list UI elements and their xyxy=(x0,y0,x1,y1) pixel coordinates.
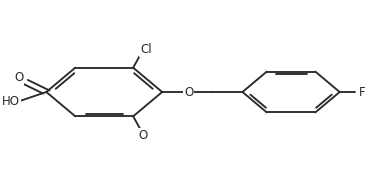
Text: F: F xyxy=(359,86,365,98)
Text: O: O xyxy=(14,71,23,84)
Text: O: O xyxy=(138,129,147,142)
Text: O: O xyxy=(184,86,193,98)
Text: HO: HO xyxy=(2,95,20,109)
Text: Cl: Cl xyxy=(140,43,152,56)
